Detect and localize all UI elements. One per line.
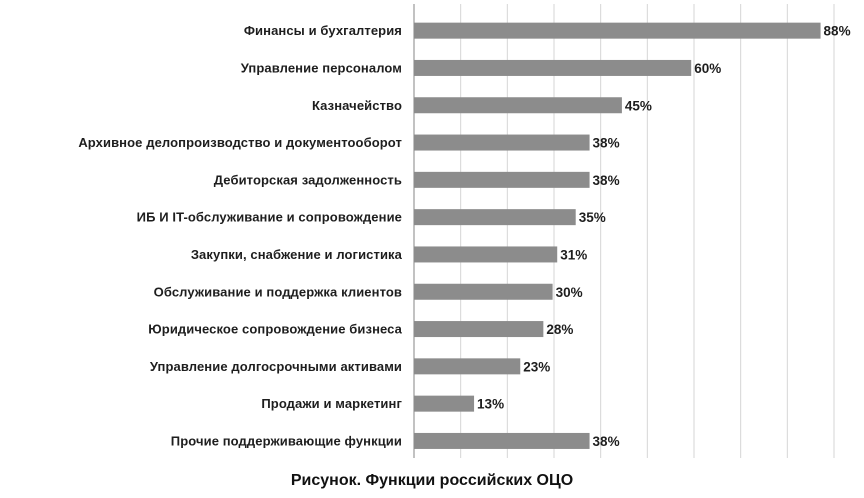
- value-label: 88%: [824, 24, 851, 39]
- category-label: Прочие поддерживающие функции: [171, 433, 402, 448]
- bar: [414, 134, 590, 151]
- value-label: 60%: [694, 61, 721, 76]
- bar: [414, 59, 692, 76]
- bar: [414, 246, 558, 263]
- bar: [414, 432, 590, 449]
- value-label: 30%: [556, 285, 583, 300]
- bar: [414, 358, 521, 375]
- bar: [414, 321, 544, 338]
- figure-caption: Рисунок. Функции российских ОЦО: [290, 472, 574, 489]
- bar-chart: Финансы и бухгалтерия 88% Управление персо…: [78, 4, 851, 458]
- category-label: Закупки, снабжение и логистика: [191, 247, 403, 262]
- category-label: Продажи и маркетинг: [261, 396, 402, 411]
- value-label: 38%: [593, 136, 620, 151]
- bar: [414, 283, 553, 300]
- value-label: 38%: [593, 173, 620, 188]
- value-label: 23%: [523, 359, 550, 374]
- value-label: 13%: [477, 397, 504, 412]
- category-label: Управление персоналом: [241, 60, 402, 75]
- category-label: Архивное делопроизводство и документообо…: [78, 135, 402, 150]
- value-label: 38%: [593, 434, 620, 449]
- bar: [414, 22, 821, 39]
- value-label: 28%: [546, 322, 573, 337]
- category-label: Управление долгосрочными активами: [150, 359, 402, 374]
- category-label: Казначейство: [312, 98, 402, 113]
- category-label: Обслуживание и поддержка клиентов: [154, 284, 402, 299]
- category-label: Финансы и бухгалтерия: [244, 23, 402, 38]
- value-label: 45%: [625, 98, 652, 113]
- value-label: 31%: [560, 247, 587, 262]
- value-label: 35%: [579, 210, 606, 225]
- bar: [414, 395, 475, 412]
- bar: [414, 209, 576, 226]
- category-label: Дебиторская задолженность: [214, 172, 402, 187]
- bar: [414, 97, 622, 114]
- bar: [414, 171, 590, 188]
- category-label: ИБ И IT-обслуживание и сопровождение: [137, 210, 402, 225]
- category-label: Юридическое сопровождение бизнеса: [148, 322, 402, 337]
